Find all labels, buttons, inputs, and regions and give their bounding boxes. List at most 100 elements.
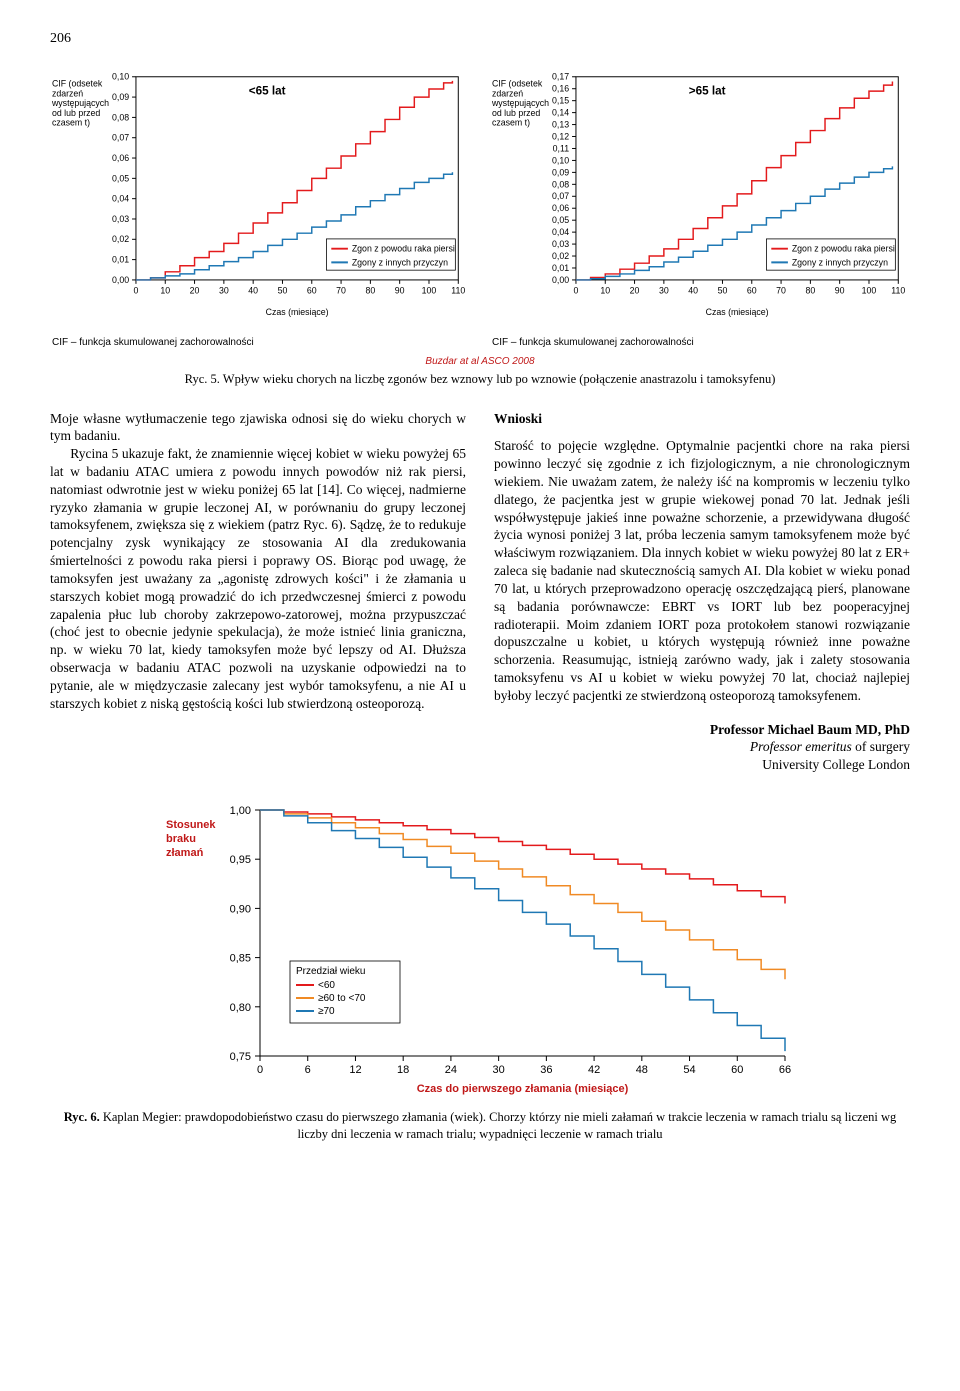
svg-text:Czas (miesiące): Czas (miesiące)	[706, 307, 769, 317]
svg-text:0,75: 0,75	[230, 1051, 251, 1063]
svg-text:0,90: 0,90	[230, 903, 251, 915]
svg-text:braku: braku	[166, 833, 196, 845]
svg-text:0,01: 0,01	[112, 254, 129, 264]
svg-text:0,14: 0,14	[552, 107, 569, 117]
svg-text:90: 90	[395, 285, 405, 295]
svg-text:występujących: występujących	[51, 98, 109, 108]
signature-block: Professor Michael Baum MD, PhD Professor…	[494, 721, 910, 774]
cif-footnote-right: CIF – funkcja skumulowanej zachorowalnoś…	[490, 336, 910, 350]
svg-text:54: 54	[683, 1064, 695, 1076]
svg-text:0,10: 0,10	[552, 155, 569, 165]
svg-text:50: 50	[718, 285, 728, 295]
body-left-column: Moje własne wytłumaczenie tego zjawiska …	[50, 410, 466, 774]
svg-text:0,03: 0,03	[552, 239, 569, 249]
svg-text:70: 70	[776, 285, 786, 295]
svg-text:42: 42	[588, 1064, 600, 1076]
svg-text:CIF (odsetek: CIF (odsetek	[492, 78, 543, 88]
body-left-paragraph: Moje własne wytłumaczenie tego zjawiska …	[50, 410, 466, 446]
page-number: 206	[50, 30, 910, 49]
svg-text:60: 60	[731, 1064, 743, 1076]
svg-text:0: 0	[134, 285, 139, 295]
top-charts-row: 0,000,010,020,030,040,050,060,070,080,09…	[50, 67, 910, 328]
wnioski-heading: Wnioski	[494, 410, 910, 428]
svg-text:0,04: 0,04	[112, 193, 129, 203]
signature-name: Professor Michael Baum MD, PhD	[710, 722, 910, 737]
svg-text:100: 100	[862, 285, 877, 295]
svg-text:0,09: 0,09	[112, 92, 129, 102]
svg-text:0,17: 0,17	[552, 72, 569, 82]
body-left-paragraph: Rycina 5 ukazuje fakt, że znamiennie wię…	[50, 445, 466, 712]
svg-text:<60: <60	[318, 980, 335, 991]
svg-text:90: 90	[835, 285, 845, 295]
fig6-caption-bold: Ryc. 6.	[64, 1110, 100, 1124]
svg-text:Czas do pierwszego złamania (m: Czas do pierwszego złamania (miesiące)	[417, 1083, 629, 1095]
svg-text:0,10: 0,10	[112, 72, 129, 82]
svg-text:Zgon z powodu raka piersi: Zgon z powodu raka piersi	[792, 243, 895, 253]
svg-text:0,07: 0,07	[552, 191, 569, 201]
svg-text:50: 50	[278, 285, 288, 295]
svg-text:>65 lat: >65 lat	[689, 84, 726, 97]
svg-text:Czas (miesiące): Czas (miesiące)	[266, 307, 329, 317]
svg-text:0,11: 0,11	[553, 143, 570, 153]
svg-text:zdarzeń: zdarzeń	[52, 88, 83, 98]
body-columns: Moje własne wytłumaczenie tego zjawiska …	[50, 410, 910, 774]
svg-text:40: 40	[688, 285, 698, 295]
svg-text:12: 12	[349, 1064, 361, 1076]
signature-institution: University College London	[494, 756, 910, 774]
svg-text:CIF (odsetek: CIF (odsetek	[52, 78, 103, 88]
cif-footnote-left: CIF – funkcja skumulowanej zachorowalnoś…	[50, 336, 470, 350]
svg-text:0,16: 0,16	[552, 84, 569, 94]
svg-text:czasem t): czasem t)	[492, 117, 530, 127]
chart-left-svg: 0,000,010,020,030,040,050,060,070,080,09…	[50, 67, 470, 321]
svg-text:złamań: złamań	[166, 847, 204, 859]
body-right-column: Wnioski Starość to pojęcie względne. Opt…	[494, 410, 910, 774]
svg-text:0,03: 0,03	[112, 214, 129, 224]
fig5-caption: Ryc. 5. Wpływ wieku chorych na liczbę zg…	[50, 371, 910, 388]
svg-text:30: 30	[493, 1064, 505, 1076]
svg-text:6: 6	[305, 1064, 311, 1076]
signature-role-plain: of surgery	[852, 739, 910, 754]
svg-text:Zgony z innych przyczyn: Zgony z innych przyczyn	[792, 257, 888, 267]
signature-role-italic: Professor emeritus	[750, 739, 852, 754]
svg-text:0,00: 0,00	[552, 275, 569, 285]
svg-text:0,01: 0,01	[552, 263, 569, 273]
chart-left-panel: 0,000,010,020,030,040,050,060,070,080,09…	[50, 67, 470, 328]
svg-text:30: 30	[659, 285, 669, 295]
svg-text:48: 48	[636, 1064, 648, 1076]
chart-right-panel: 0,000,010,020,030,040,050,060,070,080,09…	[490, 67, 910, 328]
svg-text:0,05: 0,05	[552, 215, 569, 225]
svg-text:0,04: 0,04	[552, 227, 569, 237]
svg-text:0,15: 0,15	[552, 95, 569, 105]
svg-text:0,07: 0,07	[112, 133, 129, 143]
svg-text:od lub przed: od lub przed	[492, 108, 540, 118]
svg-text:20: 20	[190, 285, 200, 295]
svg-text:Zgon z powodu raka piersi: Zgon z powodu raka piersi	[352, 243, 455, 253]
svg-text:zdarzeń: zdarzeń	[492, 88, 523, 98]
svg-text:18: 18	[397, 1064, 409, 1076]
svg-text:0,02: 0,02	[112, 234, 129, 244]
svg-text:36: 36	[540, 1064, 552, 1076]
svg-text:66: 66	[779, 1064, 791, 1076]
svg-text:30: 30	[219, 285, 229, 295]
fig6-caption: Ryc. 6. Kaplan Megier: prawdopodobieństw…	[50, 1109, 910, 1143]
svg-text:80: 80	[365, 285, 375, 295]
svg-text:od lub przed: od lub przed	[52, 108, 100, 118]
bottom-chart-wrap: 0,750,800,850,900,951,000612182430364248…	[160, 798, 800, 1105]
svg-text:10: 10	[600, 285, 610, 295]
svg-text:Zgony z innych przyczyn: Zgony z innych przyczyn	[352, 257, 448, 267]
svg-text:Stosunek: Stosunek	[166, 819, 216, 831]
svg-text:≥60 to <70: ≥60 to <70	[318, 993, 366, 1004]
svg-text:0,13: 0,13	[552, 119, 569, 129]
svg-text:0,80: 0,80	[230, 1002, 251, 1014]
svg-text:0,00: 0,00	[112, 275, 129, 285]
svg-text:60: 60	[747, 285, 757, 295]
svg-text:0,12: 0,12	[552, 131, 569, 141]
svg-text:100: 100	[422, 285, 437, 295]
svg-text:0,06: 0,06	[112, 153, 129, 163]
svg-text:0,95: 0,95	[230, 854, 251, 866]
chart-right-svg: 0,000,010,020,030,040,050,060,070,080,09…	[490, 67, 910, 321]
svg-text:0,02: 0,02	[552, 251, 569, 261]
svg-text:czasem t): czasem t)	[52, 117, 90, 127]
svg-text:80: 80	[805, 285, 815, 295]
svg-text:1,00: 1,00	[230, 805, 251, 817]
